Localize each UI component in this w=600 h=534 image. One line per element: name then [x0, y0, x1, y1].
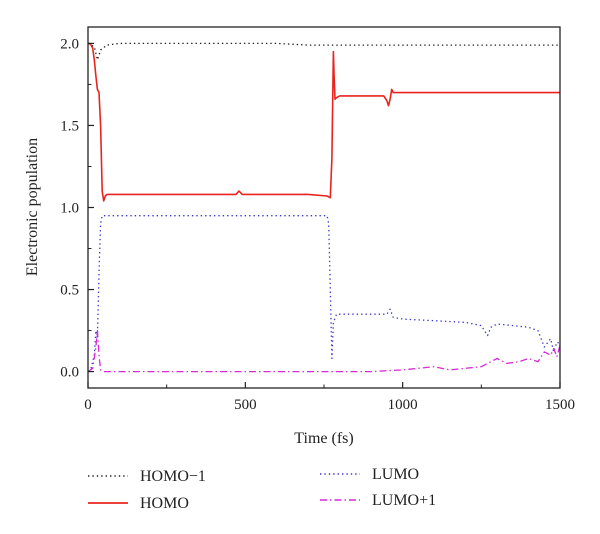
axis-ticks: 0 500 1000 1500 0.0 0.5 1.0 1.5 2.0 — [60, 36, 575, 413]
series-line-1 — [88, 42, 560, 202]
y-tick-label: 1.5 — [60, 118, 79, 134]
plot-frame — [87, 26, 561, 389]
x-tick-label: 1000 — [388, 397, 418, 413]
legend: HOMO−1 HOMO LUMO LUMO+1 — [88, 466, 436, 512]
x-tick-label: 500 — [234, 397, 257, 413]
y-axis-label: Electronic population — [24, 138, 41, 276]
legend-label-2: LUMO — [372, 466, 419, 483]
y-tick-label: 1.0 — [60, 201, 79, 217]
y-tick-label: 0.5 — [60, 283, 79, 299]
legend-label-3: LUMO+1 — [372, 492, 436, 509]
y-tick-label: 2.0 — [60, 36, 79, 52]
y-tick-label: 0.0 — [60, 365, 79, 381]
legend-label-0: HOMO−1 — [140, 468, 206, 485]
series-line-3 — [87, 329, 561, 373]
legend-label-1: HOMO — [140, 495, 189, 512]
plot-lines — [87, 42, 561, 373]
x-tick-label: 1500 — [545, 397, 575, 413]
x-axis-label: Time (fs) — [294, 430, 353, 447]
series-line-0 — [87, 42, 560, 61]
series-line-2 — [87, 215, 561, 373]
x-tick-label: 0 — [84, 397, 92, 413]
